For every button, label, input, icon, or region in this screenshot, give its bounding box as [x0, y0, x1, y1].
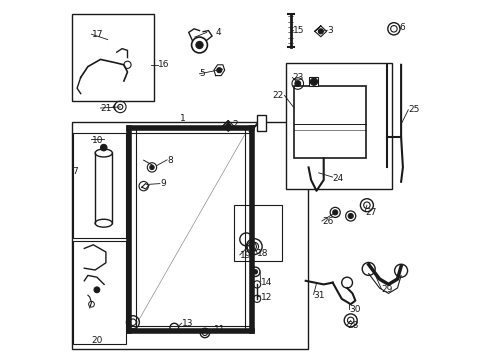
Circle shape	[101, 144, 107, 151]
Text: 29: 29	[381, 285, 392, 294]
Text: 22: 22	[272, 91, 284, 100]
Text: 24: 24	[332, 174, 343, 183]
Circle shape	[347, 213, 352, 219]
Text: 14: 14	[260, 278, 271, 287]
Text: 12: 12	[260, 292, 271, 302]
Text: 4: 4	[215, 28, 221, 37]
Circle shape	[332, 210, 337, 215]
Text: 13: 13	[181, 320, 193, 328]
Circle shape	[294, 81, 300, 86]
Text: 30: 30	[348, 305, 360, 314]
Text: 25: 25	[407, 105, 419, 114]
Text: 16: 16	[158, 60, 169, 69]
Text: 27: 27	[365, 208, 376, 217]
Bar	[294, 86, 366, 158]
Bar	[309, 77, 318, 86]
Circle shape	[149, 165, 154, 170]
Text: 1: 1	[180, 114, 186, 123]
Text: 6: 6	[399, 22, 404, 31]
Circle shape	[225, 123, 230, 129]
Text: 23: 23	[292, 73, 303, 82]
Text: 5: 5	[199, 69, 205, 78]
Text: 3: 3	[326, 26, 332, 35]
Bar	[257, 115, 265, 131]
Text: 26: 26	[321, 217, 333, 226]
Text: 10: 10	[91, 136, 103, 145]
Circle shape	[253, 270, 257, 274]
Text: 7: 7	[72, 166, 78, 175]
Text: 19: 19	[239, 251, 251, 260]
Text: 11: 11	[213, 325, 225, 334]
Text: 31: 31	[312, 291, 324, 300]
Text: 15: 15	[292, 26, 304, 35]
Bar	[233, 205, 282, 261]
Text: 17: 17	[91, 30, 103, 39]
Ellipse shape	[95, 219, 112, 227]
Bar	[73, 241, 125, 344]
Circle shape	[196, 41, 203, 49]
Bar	[72, 14, 154, 101]
Text: 18: 18	[257, 249, 268, 258]
Circle shape	[310, 78, 317, 85]
Circle shape	[94, 287, 100, 293]
Text: 2: 2	[231, 120, 237, 129]
Ellipse shape	[95, 149, 112, 157]
Text: 21: 21	[101, 104, 112, 112]
Circle shape	[216, 68, 222, 73]
Text: 9: 9	[160, 179, 165, 188]
Bar	[73, 133, 125, 238]
Text: 8: 8	[167, 156, 172, 165]
Text: 20: 20	[91, 336, 102, 345]
Bar	[72, 122, 307, 349]
Text: 28: 28	[346, 321, 358, 330]
Bar	[285, 63, 391, 189]
Circle shape	[318, 29, 323, 34]
